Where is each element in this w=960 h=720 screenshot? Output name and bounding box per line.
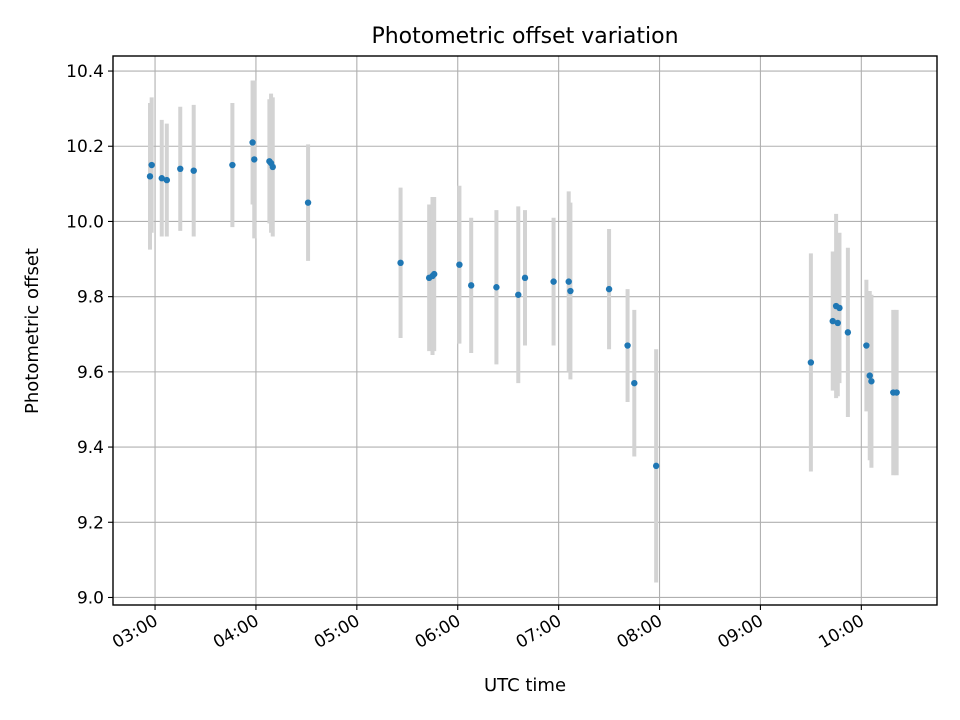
y-tick-label: 9.6 — [77, 363, 104, 383]
data-point — [251, 156, 258, 163]
point-series — [146, 139, 900, 470]
data-point — [844, 329, 852, 336]
data-point — [229, 161, 236, 169]
data-point — [249, 139, 256, 146]
data-point — [163, 176, 171, 184]
plot-frame — [112, 55, 938, 606]
data-point — [430, 270, 438, 278]
y-tick-label: 10.0 — [66, 212, 104, 232]
y-axis-label: Photometric offset — [22, 248, 43, 414]
data-point — [807, 359, 815, 366]
x-tick-label: 05:00 — [311, 611, 363, 653]
y-tick-label: 10.4 — [66, 62, 104, 82]
data-point — [834, 319, 841, 327]
data-point — [550, 278, 557, 285]
x-axis-ticks: 03:00 04:00 05:00 06:00 07:00 08:00 09:00 10:00 — [109, 605, 868, 653]
y-tick-label: 9.4 — [77, 438, 104, 458]
y-tick-label: 9.2 — [77, 513, 104, 533]
data-point — [652, 462, 660, 470]
y-tick-label: 10.2 — [66, 137, 104, 157]
chart-title: Photometric offset variation — [371, 24, 678, 49]
data-point — [190, 167, 197, 174]
data-point — [863, 342, 870, 349]
y-tick-label: 9.0 — [77, 588, 104, 608]
x-axis-label: UTC time — [484, 675, 566, 696]
data-point — [467, 282, 475, 289]
data-point — [829, 317, 836, 325]
x-tick-label: 07:00 — [513, 611, 565, 653]
data-point — [148, 161, 155, 169]
data-point — [605, 285, 613, 293]
data-point — [177, 165, 184, 173]
data-point — [515, 291, 522, 298]
data-point — [493, 284, 500, 291]
data-point — [146, 173, 154, 180]
x-tick-label: 09:00 — [714, 611, 766, 653]
data-point — [836, 304, 843, 312]
y-axis-ticks: 9.0 9.2 9.4 9.6 9.8 10.0 10.2 10.4 — [66, 62, 113, 608]
data-point — [269, 163, 276, 171]
x-tick-label: 03:00 — [109, 611, 161, 653]
x-tick-label: 04:00 — [210, 611, 262, 653]
data-point — [521, 274, 529, 282]
x-tick-label: 10:00 — [815, 611, 867, 653]
x-tick-label: 06:00 — [412, 611, 464, 653]
data-point — [631, 379, 638, 387]
data-point — [158, 175, 165, 182]
y-tick-label: 9.8 — [77, 288, 104, 308]
data-point — [565, 278, 572, 285]
data-point — [866, 372, 873, 379]
data-point — [456, 261, 463, 268]
data-point — [304, 199, 312, 206]
data-point — [893, 389, 900, 396]
data-point — [868, 378, 875, 385]
x-tick-label: 08:00 — [614, 611, 666, 653]
data-point — [624, 342, 631, 349]
errorbar-series — [147, 80, 899, 583]
data-point — [567, 287, 574, 295]
data-point — [397, 259, 404, 267]
